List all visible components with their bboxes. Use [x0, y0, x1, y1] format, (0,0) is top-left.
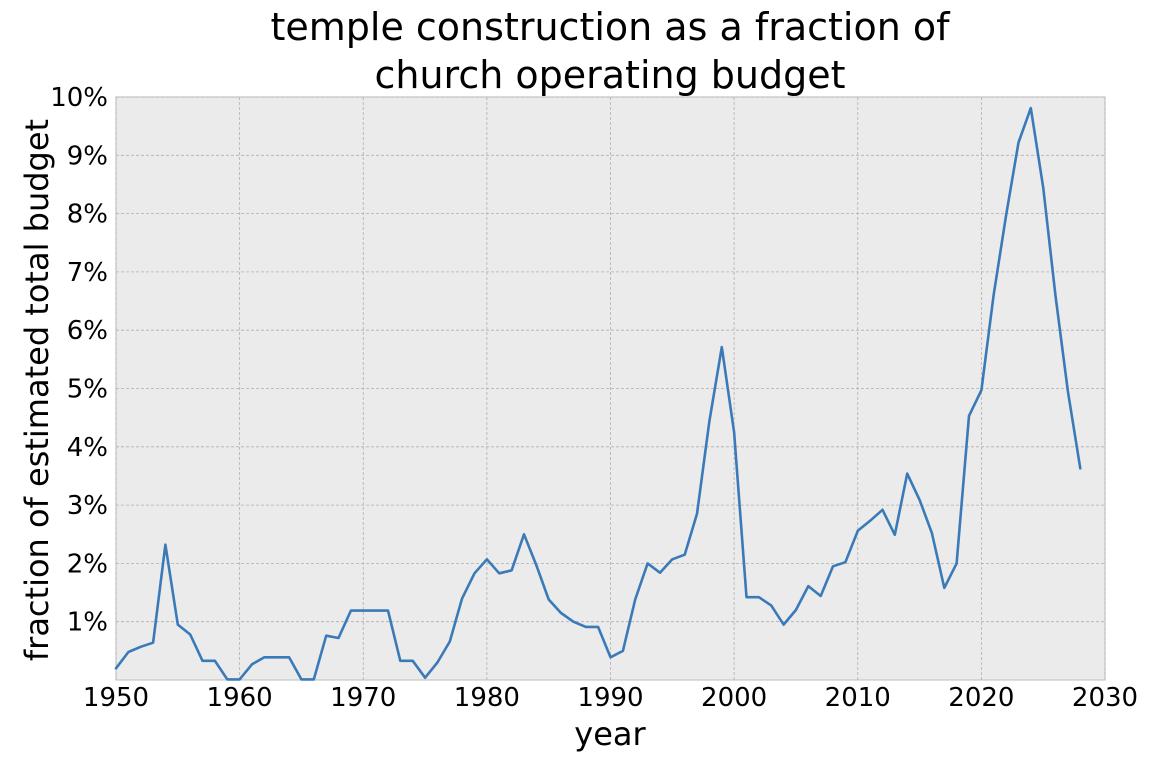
y-tick-label: 8% [67, 200, 108, 230]
y-tick-label: 7% [67, 258, 108, 288]
y-tick-label: 3% [67, 491, 108, 521]
y-axis-label: fraction of estimated total budget [18, 119, 56, 661]
y-tick-label: 9% [67, 141, 108, 171]
x-tick-label: 1990 [577, 683, 643, 713]
y-tick-label: 10% [50, 83, 108, 113]
x-tick-label: 2010 [825, 683, 891, 713]
grid-lines [115, 96, 1106, 680]
chart-title-line-2: church operating budget [374, 53, 845, 97]
x-tick-label: 2030 [1072, 683, 1138, 713]
y-tick-label: 1% [67, 608, 108, 638]
y-tick-label: 2% [67, 549, 108, 579]
x-tick-label: 1970 [330, 683, 396, 713]
x-tick-label: 1960 [207, 683, 273, 713]
y-tick-label: 4% [67, 433, 108, 463]
x-tick-label: 1950 [83, 683, 149, 713]
series-layer [114, 106, 1082, 681]
chart-title-line-1: temple construction as a fraction of [270, 5, 951, 49]
y-tick-label: 6% [67, 316, 108, 346]
x-tick-label: 1980 [454, 683, 520, 713]
x-tick-label: 2020 [948, 683, 1014, 713]
series-line [114, 106, 1082, 681]
x-axis-ticks: 1950 1960 1970 1980 1990 2000 2010 2020 2030 [83, 683, 1138, 713]
y-axis-ticks: 1% 2% 3% 4% 5% 6% 7% 8% 9% 10% [50, 83, 108, 638]
x-tick-label: 2000 [701, 683, 767, 713]
x-axis-label: year [574, 715, 646, 753]
y-tick-label: 5% [67, 375, 108, 405]
